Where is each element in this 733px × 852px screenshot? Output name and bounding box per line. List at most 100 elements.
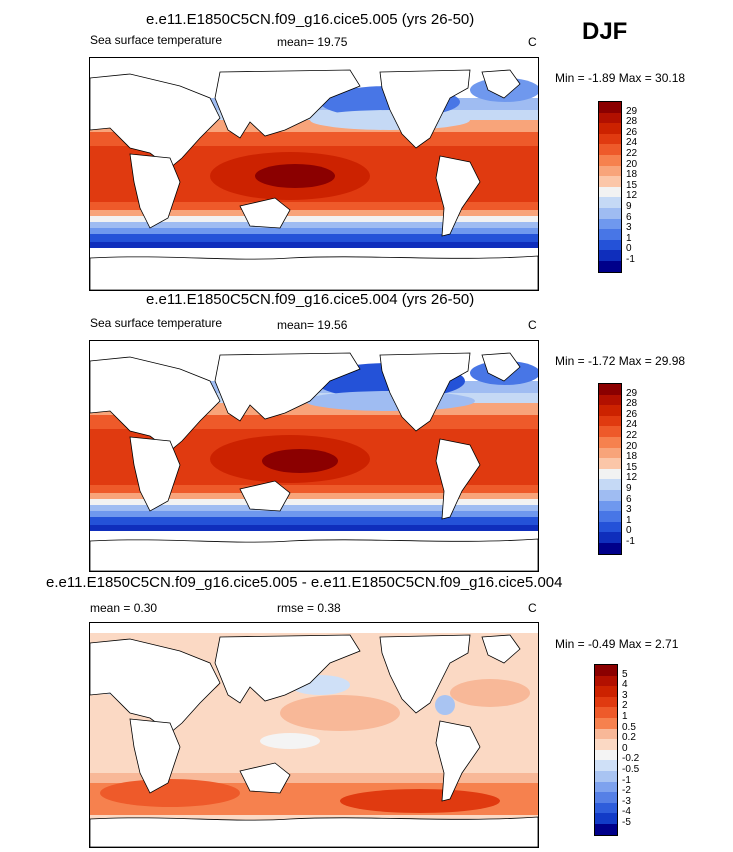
colorbar-tick-label: 6 <box>626 211 632 223</box>
colorbar-tick-label: 29 <box>626 105 638 117</box>
colorbar-tick-label: 4 <box>622 679 628 691</box>
panel-3-title: e.e11.E1850C5CN.f09_g16.cice5.005 - e.e1… <box>46 574 563 591</box>
colorbar-tick-label: 0 <box>626 525 632 537</box>
colorbar-swatch <box>599 511 621 522</box>
colorbar-swatch <box>599 176 621 187</box>
colorbar-tick-label: 9 <box>626 201 632 212</box>
colorbar-tick-label: 15 <box>626 179 638 191</box>
colorbar-swatch <box>599 218 621 230</box>
colorbar-swatch <box>599 123 621 134</box>
colorbar-tick-label: 20 <box>626 440 638 452</box>
colorbar-swatch <box>599 532 621 543</box>
panel-3-minmax: Min = -0.49 Max = 2.71 <box>555 637 679 651</box>
colorbar-swatch <box>595 707 617 718</box>
colorbar-tick-label: 24 <box>626 137 638 149</box>
colorbar-tick-label: 15 <box>626 461 638 473</box>
colorbar-tick-label: 29 <box>626 387 638 399</box>
colorbar-swatch <box>595 739 617 750</box>
colorbar-swatch <box>599 426 621 437</box>
panel-1-mean: mean= 19.75 <box>277 35 348 49</box>
colorbar-tick-label: 28 <box>626 398 638 410</box>
colorbar-tick-label: -3 <box>622 795 631 807</box>
colorbar-swatch <box>599 415 621 427</box>
colorbar-swatch <box>599 239 621 251</box>
colorbar-tick-label: 5 <box>622 668 628 680</box>
panel-2-units: C <box>528 318 537 332</box>
colorbar-tick-label: 18 <box>626 169 638 181</box>
colorbar-tick-label: 12 <box>626 472 638 484</box>
season-label: DJF <box>582 18 628 45</box>
colorbar-tick-label: 6 <box>626 493 632 505</box>
colorbar-swatch <box>599 250 621 261</box>
panel-2-minmax: Min = -1.72 Max = 29.98 <box>555 354 686 368</box>
colorbar-swatch <box>599 405 621 416</box>
colorbar-tick-label: 20 <box>626 158 638 170</box>
panel-1-title: e.e11.E1850C5CN.f09_g16.cice5.005 (yrs 2… <box>146 11 475 28</box>
colorbar-swatch <box>599 133 621 145</box>
colorbar-tick-label: 1 <box>626 514 632 526</box>
colorbar-tick-label: 2 <box>622 700 628 712</box>
panel-1-colorbar-swatches <box>598 101 622 273</box>
panel-1-map <box>89 57 539 291</box>
panel-2-mean: mean= 19.56 <box>277 318 348 332</box>
colorbar-swatch <box>599 447 621 459</box>
colorbar-swatch <box>599 102 621 113</box>
colorbar-swatch <box>599 521 621 533</box>
colorbar-tick-label: -5 <box>622 817 631 828</box>
colorbar-swatch <box>595 728 617 740</box>
colorbar-tick-label: -0.5 <box>622 764 640 775</box>
colorbar-tick-label: 3 <box>626 504 632 516</box>
colorbar-swatch <box>595 717 617 729</box>
panel-2-variable-label: Sea surface temperature <box>90 316 223 330</box>
colorbar-tick-label: 3 <box>626 222 632 234</box>
colorbar-tick-label: -1 <box>622 774 631 786</box>
colorbar-swatch <box>599 384 621 395</box>
colorbar-swatch <box>595 749 617 761</box>
colorbar-tick-label: 26 <box>626 408 638 420</box>
colorbar-tick-label: 22 <box>626 430 638 441</box>
colorbar-swatch <box>595 675 617 687</box>
colorbar-swatch <box>599 165 621 177</box>
colorbar-tick-label: -4 <box>622 806 631 818</box>
panel-1-units: C <box>528 35 537 49</box>
colorbar-tick-label: 28 <box>626 116 638 128</box>
colorbar-swatch <box>595 823 617 835</box>
colorbar-tick-label: -1 <box>626 254 635 265</box>
colorbar-swatch <box>599 186 621 198</box>
colorbar-tick-label: 24 <box>626 419 638 431</box>
panel-3-mean: mean = 0.30 <box>90 601 158 615</box>
colorbar-swatch <box>599 112 621 124</box>
panel-2-title: e.e11.E1850C5CN.f09_g16.cice5.004 (yrs 2… <box>146 291 475 308</box>
colorbar-swatch <box>595 770 617 782</box>
colorbar-swatch <box>599 144 621 155</box>
colorbar-swatch <box>595 813 617 824</box>
colorbar-tick-label: 0.2 <box>622 732 636 744</box>
colorbar-tick-label: 12 <box>626 190 638 202</box>
colorbar-swatch <box>599 154 621 166</box>
colorbar-swatch <box>595 792 617 803</box>
panel-3-map <box>89 622 539 848</box>
colorbar-swatch <box>599 394 621 406</box>
colorbar-swatch <box>595 686 617 697</box>
colorbar-swatch <box>599 489 621 501</box>
colorbar-swatch <box>599 260 621 272</box>
panel-3-colorbar-swatches <box>594 664 618 836</box>
colorbar-swatch <box>595 760 617 771</box>
panel-2-colorbar-swatches <box>598 383 622 555</box>
colorbar-swatch <box>599 229 621 240</box>
colorbar-swatch <box>599 207 621 219</box>
colorbar-swatch <box>599 436 621 448</box>
panel-2-map <box>89 340 539 572</box>
panel-1-variable-label: Sea surface temperature <box>90 33 223 47</box>
colorbar-tick-label: 18 <box>626 451 638 463</box>
colorbar-tick-label: 0 <box>622 742 628 754</box>
colorbar-tick-label: 26 <box>626 126 638 138</box>
colorbar-tick-label: -2 <box>622 785 631 797</box>
colorbar-tick-label: -1 <box>626 536 635 547</box>
colorbar-tick-label: 22 <box>626 148 638 159</box>
panel-3-rmse: rmse = 0.38 <box>277 601 341 615</box>
colorbar-tick-label: 3 <box>622 689 628 701</box>
colorbar-swatch <box>599 468 621 480</box>
panel-3-units: C <box>528 601 537 615</box>
colorbar-tick-label: 0.5 <box>622 721 636 733</box>
